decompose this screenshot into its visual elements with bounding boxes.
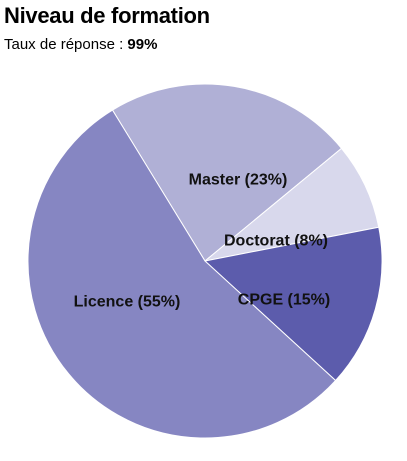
pie-labels: Master (23%) Doctorat (8%) CPGE (15%) Licen… xyxy=(74,172,331,311)
pie-slice-master xyxy=(111,83,343,262)
pie-slice-licence xyxy=(27,109,337,439)
slice-label-master: Master (23%) xyxy=(189,172,288,189)
response-rate-line: Taux de réponse : 99% xyxy=(4,36,157,54)
slice-label-cpge: CPGE (15%) xyxy=(238,292,330,309)
slice-label-licence: Licence (55%) xyxy=(74,294,181,311)
chart-title: Niveau de formation xyxy=(4,3,210,28)
slice-label-doctorat: Doctorat (8%) xyxy=(224,233,328,250)
pie-slices xyxy=(27,83,383,439)
response-rate-value: 99% xyxy=(127,36,158,53)
pie-slice-cpge xyxy=(203,226,383,382)
response-rate-label: Taux de réponse : xyxy=(4,36,128,53)
